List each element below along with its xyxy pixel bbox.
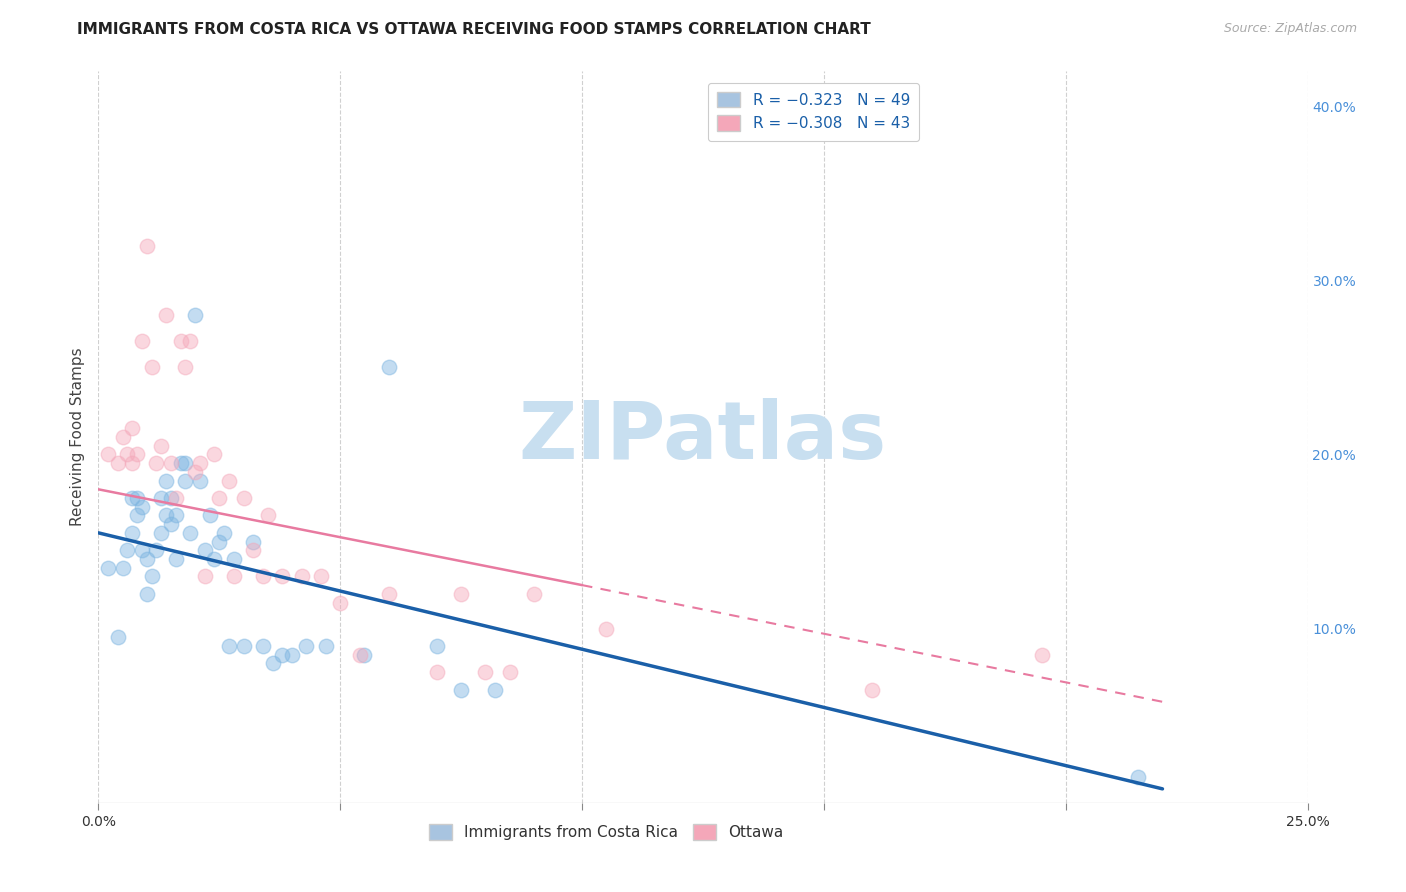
Point	[160, 456, 183, 470]
Text: ZIPatlas: ZIPatlas	[519, 398, 887, 476]
Point	[212, 525, 235, 540]
Point	[97, 560, 120, 574]
Point	[256, 508, 278, 523]
Point	[474, 665, 496, 680]
Point	[450, 682, 472, 697]
Y-axis label: Receiving Food Stamps: Receiving Food Stamps	[69, 348, 84, 526]
Point	[252, 569, 274, 583]
Point	[222, 552, 245, 566]
Point	[127, 491, 149, 505]
Point	[295, 639, 318, 653]
Point	[498, 665, 520, 680]
Point	[150, 525, 173, 540]
Point	[141, 360, 163, 375]
Point	[194, 569, 217, 583]
Point	[107, 631, 129, 645]
Point	[290, 569, 312, 583]
Point	[188, 456, 211, 470]
Point	[155, 308, 177, 322]
Point	[155, 508, 177, 523]
Point	[1031, 648, 1053, 662]
Point	[252, 639, 274, 653]
Point	[329, 595, 352, 609]
Point	[271, 569, 294, 583]
Point	[111, 560, 134, 574]
Point	[184, 308, 207, 322]
Point	[111, 430, 134, 444]
Point	[218, 474, 240, 488]
Point	[1128, 770, 1150, 784]
Point	[184, 465, 207, 479]
Point	[117, 448, 139, 462]
Point	[141, 569, 163, 583]
Point	[232, 491, 254, 505]
Point	[145, 543, 167, 558]
Point	[131, 543, 153, 558]
Point	[353, 648, 375, 662]
Point	[218, 639, 240, 653]
Point	[121, 525, 143, 540]
Point	[204, 448, 226, 462]
Point	[860, 682, 883, 697]
Point	[131, 334, 153, 349]
Point	[208, 491, 231, 505]
Point	[121, 421, 143, 435]
Point	[131, 500, 153, 514]
Point	[169, 456, 191, 470]
Point	[155, 474, 177, 488]
Point	[174, 474, 197, 488]
Point	[97, 448, 120, 462]
Point	[426, 639, 449, 653]
Point	[127, 508, 149, 523]
Point	[222, 569, 245, 583]
Legend: Immigrants from Costa Rica, Ottawa: Immigrants from Costa Rica, Ottawa	[423, 818, 790, 847]
Point	[121, 456, 143, 470]
Point	[262, 657, 284, 671]
Point	[315, 639, 337, 653]
Point	[281, 648, 304, 662]
Point	[349, 648, 371, 662]
Point	[523, 587, 546, 601]
Point	[188, 474, 211, 488]
Point	[160, 491, 183, 505]
Point	[271, 648, 294, 662]
Point	[150, 491, 173, 505]
Point	[145, 456, 167, 470]
Text: Source: ZipAtlas.com: Source: ZipAtlas.com	[1223, 22, 1357, 36]
Point	[135, 587, 157, 601]
Point	[174, 456, 197, 470]
Point	[121, 491, 143, 505]
Point	[242, 543, 264, 558]
Point	[150, 439, 173, 453]
Point	[426, 665, 449, 680]
Point	[484, 682, 506, 697]
Point	[204, 552, 226, 566]
Point	[107, 456, 129, 470]
Point	[169, 334, 191, 349]
Point	[165, 508, 187, 523]
Point	[135, 238, 157, 252]
Point	[208, 534, 231, 549]
Point	[165, 552, 187, 566]
Point	[135, 552, 157, 566]
Point	[174, 360, 197, 375]
Point	[377, 360, 399, 375]
Point	[198, 508, 221, 523]
Point	[160, 517, 183, 532]
Point	[450, 587, 472, 601]
Point	[309, 569, 332, 583]
Point	[179, 334, 201, 349]
Point	[232, 639, 254, 653]
Point	[179, 525, 201, 540]
Point	[117, 543, 139, 558]
Point	[242, 534, 264, 549]
Point	[165, 491, 187, 505]
Point	[377, 587, 399, 601]
Text: IMMIGRANTS FROM COSTA RICA VS OTTAWA RECEIVING FOOD STAMPS CORRELATION CHART: IMMIGRANTS FROM COSTA RICA VS OTTAWA REC…	[77, 22, 872, 37]
Point	[127, 448, 149, 462]
Point	[194, 543, 217, 558]
Point	[595, 622, 617, 636]
